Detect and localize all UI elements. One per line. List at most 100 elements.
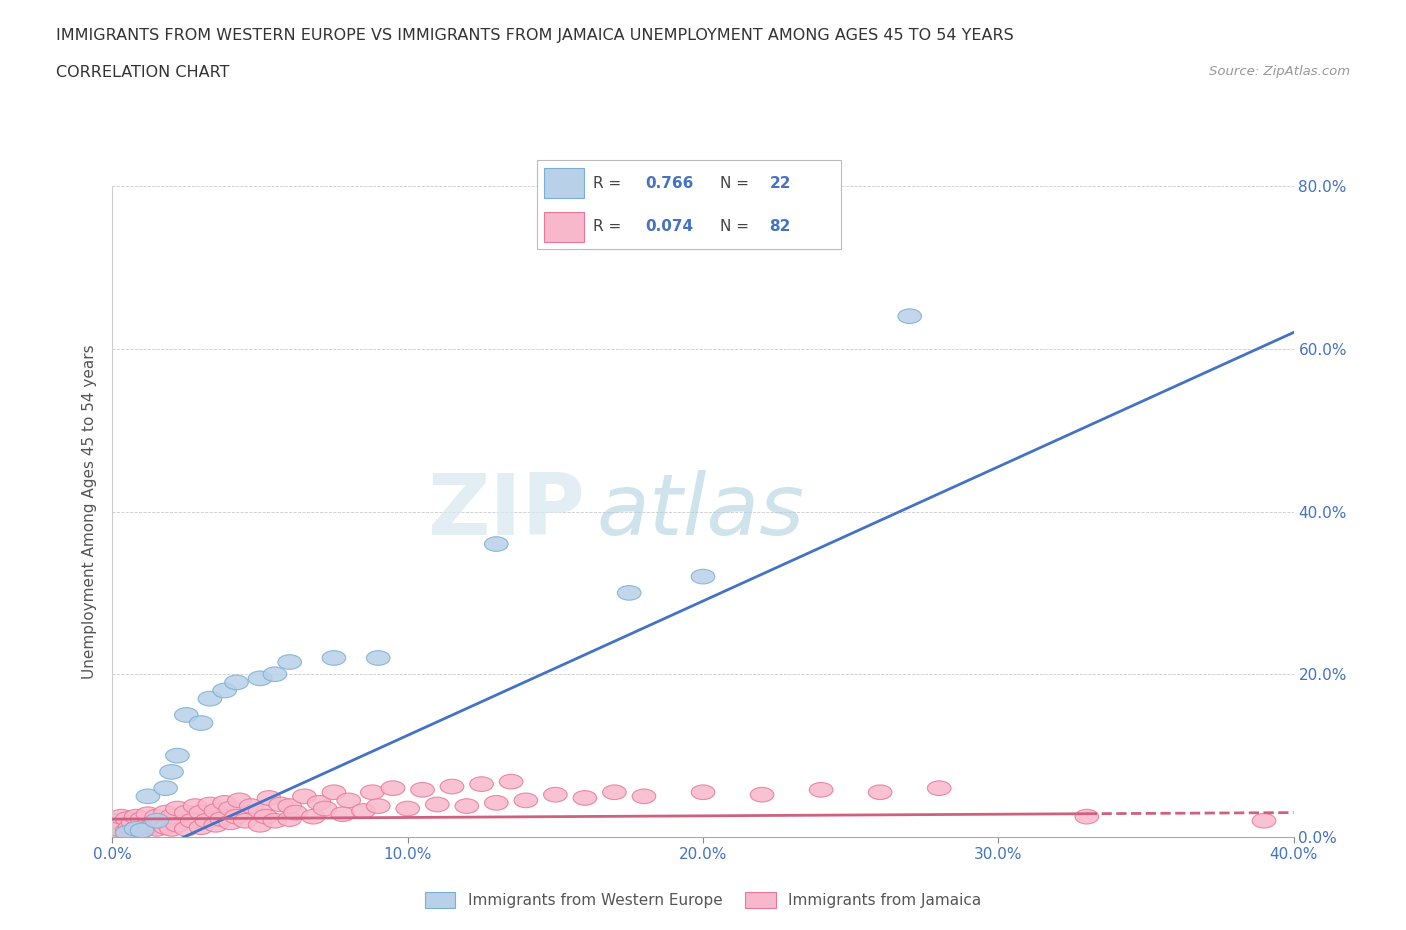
Ellipse shape — [360, 785, 384, 800]
Ellipse shape — [928, 781, 950, 795]
Ellipse shape — [190, 716, 212, 730]
Ellipse shape — [1253, 814, 1275, 828]
Ellipse shape — [115, 812, 139, 827]
Ellipse shape — [257, 790, 281, 805]
Ellipse shape — [751, 788, 773, 802]
Ellipse shape — [124, 821, 148, 836]
Ellipse shape — [131, 823, 153, 838]
Text: CORRELATION CHART: CORRELATION CHART — [56, 65, 229, 80]
Text: N =: N = — [720, 176, 749, 191]
Ellipse shape — [204, 804, 228, 818]
Text: Source: ZipAtlas.com: Source: ZipAtlas.com — [1209, 65, 1350, 78]
Ellipse shape — [118, 820, 142, 834]
Ellipse shape — [124, 809, 148, 824]
Text: 22: 22 — [769, 176, 790, 191]
Ellipse shape — [212, 684, 236, 698]
Ellipse shape — [101, 814, 124, 828]
Ellipse shape — [314, 802, 337, 816]
Ellipse shape — [292, 789, 316, 804]
Ellipse shape — [574, 790, 596, 805]
Text: R =: R = — [593, 219, 621, 234]
Y-axis label: Unemployment Among Ages 45 to 54 years: Unemployment Among Ages 45 to 54 years — [82, 344, 97, 679]
Ellipse shape — [249, 804, 271, 818]
FancyBboxPatch shape — [537, 160, 841, 249]
Ellipse shape — [470, 777, 494, 791]
Ellipse shape — [233, 814, 257, 828]
Ellipse shape — [337, 793, 360, 807]
Ellipse shape — [160, 821, 183, 836]
Ellipse shape — [166, 749, 190, 763]
Text: 0.766: 0.766 — [645, 176, 695, 191]
Ellipse shape — [249, 671, 271, 685]
Ellipse shape — [617, 586, 641, 600]
Ellipse shape — [145, 814, 169, 828]
Ellipse shape — [263, 667, 287, 682]
Ellipse shape — [367, 799, 389, 814]
Ellipse shape — [263, 814, 287, 828]
Ellipse shape — [810, 782, 832, 797]
Ellipse shape — [136, 789, 160, 804]
Ellipse shape — [239, 799, 263, 814]
Ellipse shape — [278, 655, 301, 670]
Ellipse shape — [603, 785, 626, 800]
Ellipse shape — [198, 797, 222, 812]
Ellipse shape — [367, 651, 389, 665]
Text: ZIP: ZIP — [427, 470, 585, 553]
Ellipse shape — [139, 820, 163, 834]
Ellipse shape — [633, 789, 655, 804]
Ellipse shape — [485, 795, 508, 810]
Ellipse shape — [153, 805, 177, 820]
Ellipse shape — [249, 817, 271, 832]
Ellipse shape — [166, 817, 190, 832]
Ellipse shape — [166, 802, 190, 816]
Ellipse shape — [131, 823, 153, 838]
Ellipse shape — [136, 807, 160, 821]
Ellipse shape — [219, 815, 242, 830]
Ellipse shape — [278, 812, 301, 827]
Text: 0.074: 0.074 — [645, 219, 693, 234]
Ellipse shape — [322, 651, 346, 665]
Ellipse shape — [544, 788, 567, 802]
Text: IMMIGRANTS FROM WESTERN EUROPE VS IMMIGRANTS FROM JAMAICA UNEMPLOYMENT AMONG AGE: IMMIGRANTS FROM WESTERN EUROPE VS IMMIGR… — [56, 28, 1014, 43]
Ellipse shape — [411, 782, 434, 797]
Ellipse shape — [190, 805, 212, 820]
Ellipse shape — [150, 815, 174, 830]
Ellipse shape — [284, 805, 308, 820]
Ellipse shape — [499, 775, 523, 789]
Ellipse shape — [145, 809, 169, 824]
Ellipse shape — [440, 779, 464, 794]
Ellipse shape — [228, 793, 252, 807]
Ellipse shape — [101, 826, 124, 841]
Ellipse shape — [115, 823, 139, 838]
Ellipse shape — [198, 691, 222, 706]
Ellipse shape — [322, 785, 346, 800]
Ellipse shape — [278, 799, 301, 814]
Ellipse shape — [426, 797, 449, 812]
Ellipse shape — [381, 781, 405, 795]
Ellipse shape — [195, 814, 219, 828]
Ellipse shape — [183, 799, 207, 814]
Ellipse shape — [115, 826, 139, 841]
Ellipse shape — [107, 821, 131, 836]
Ellipse shape — [225, 675, 249, 690]
Ellipse shape — [352, 804, 375, 818]
Ellipse shape — [174, 805, 198, 820]
Ellipse shape — [153, 820, 177, 834]
Ellipse shape — [485, 537, 508, 551]
Ellipse shape — [219, 802, 242, 816]
Ellipse shape — [898, 309, 921, 324]
Ellipse shape — [180, 814, 204, 828]
Ellipse shape — [124, 821, 148, 836]
FancyBboxPatch shape — [544, 168, 583, 198]
Ellipse shape — [160, 764, 183, 779]
Ellipse shape — [396, 802, 419, 816]
Legend: Immigrants from Western Europe, Immigrants from Jamaica: Immigrants from Western Europe, Immigran… — [419, 885, 987, 914]
Ellipse shape — [174, 708, 198, 723]
Ellipse shape — [301, 809, 325, 824]
Ellipse shape — [308, 795, 330, 810]
Ellipse shape — [110, 809, 134, 824]
Ellipse shape — [692, 785, 714, 800]
Ellipse shape — [190, 820, 212, 834]
Ellipse shape — [692, 569, 714, 584]
Ellipse shape — [225, 809, 249, 824]
